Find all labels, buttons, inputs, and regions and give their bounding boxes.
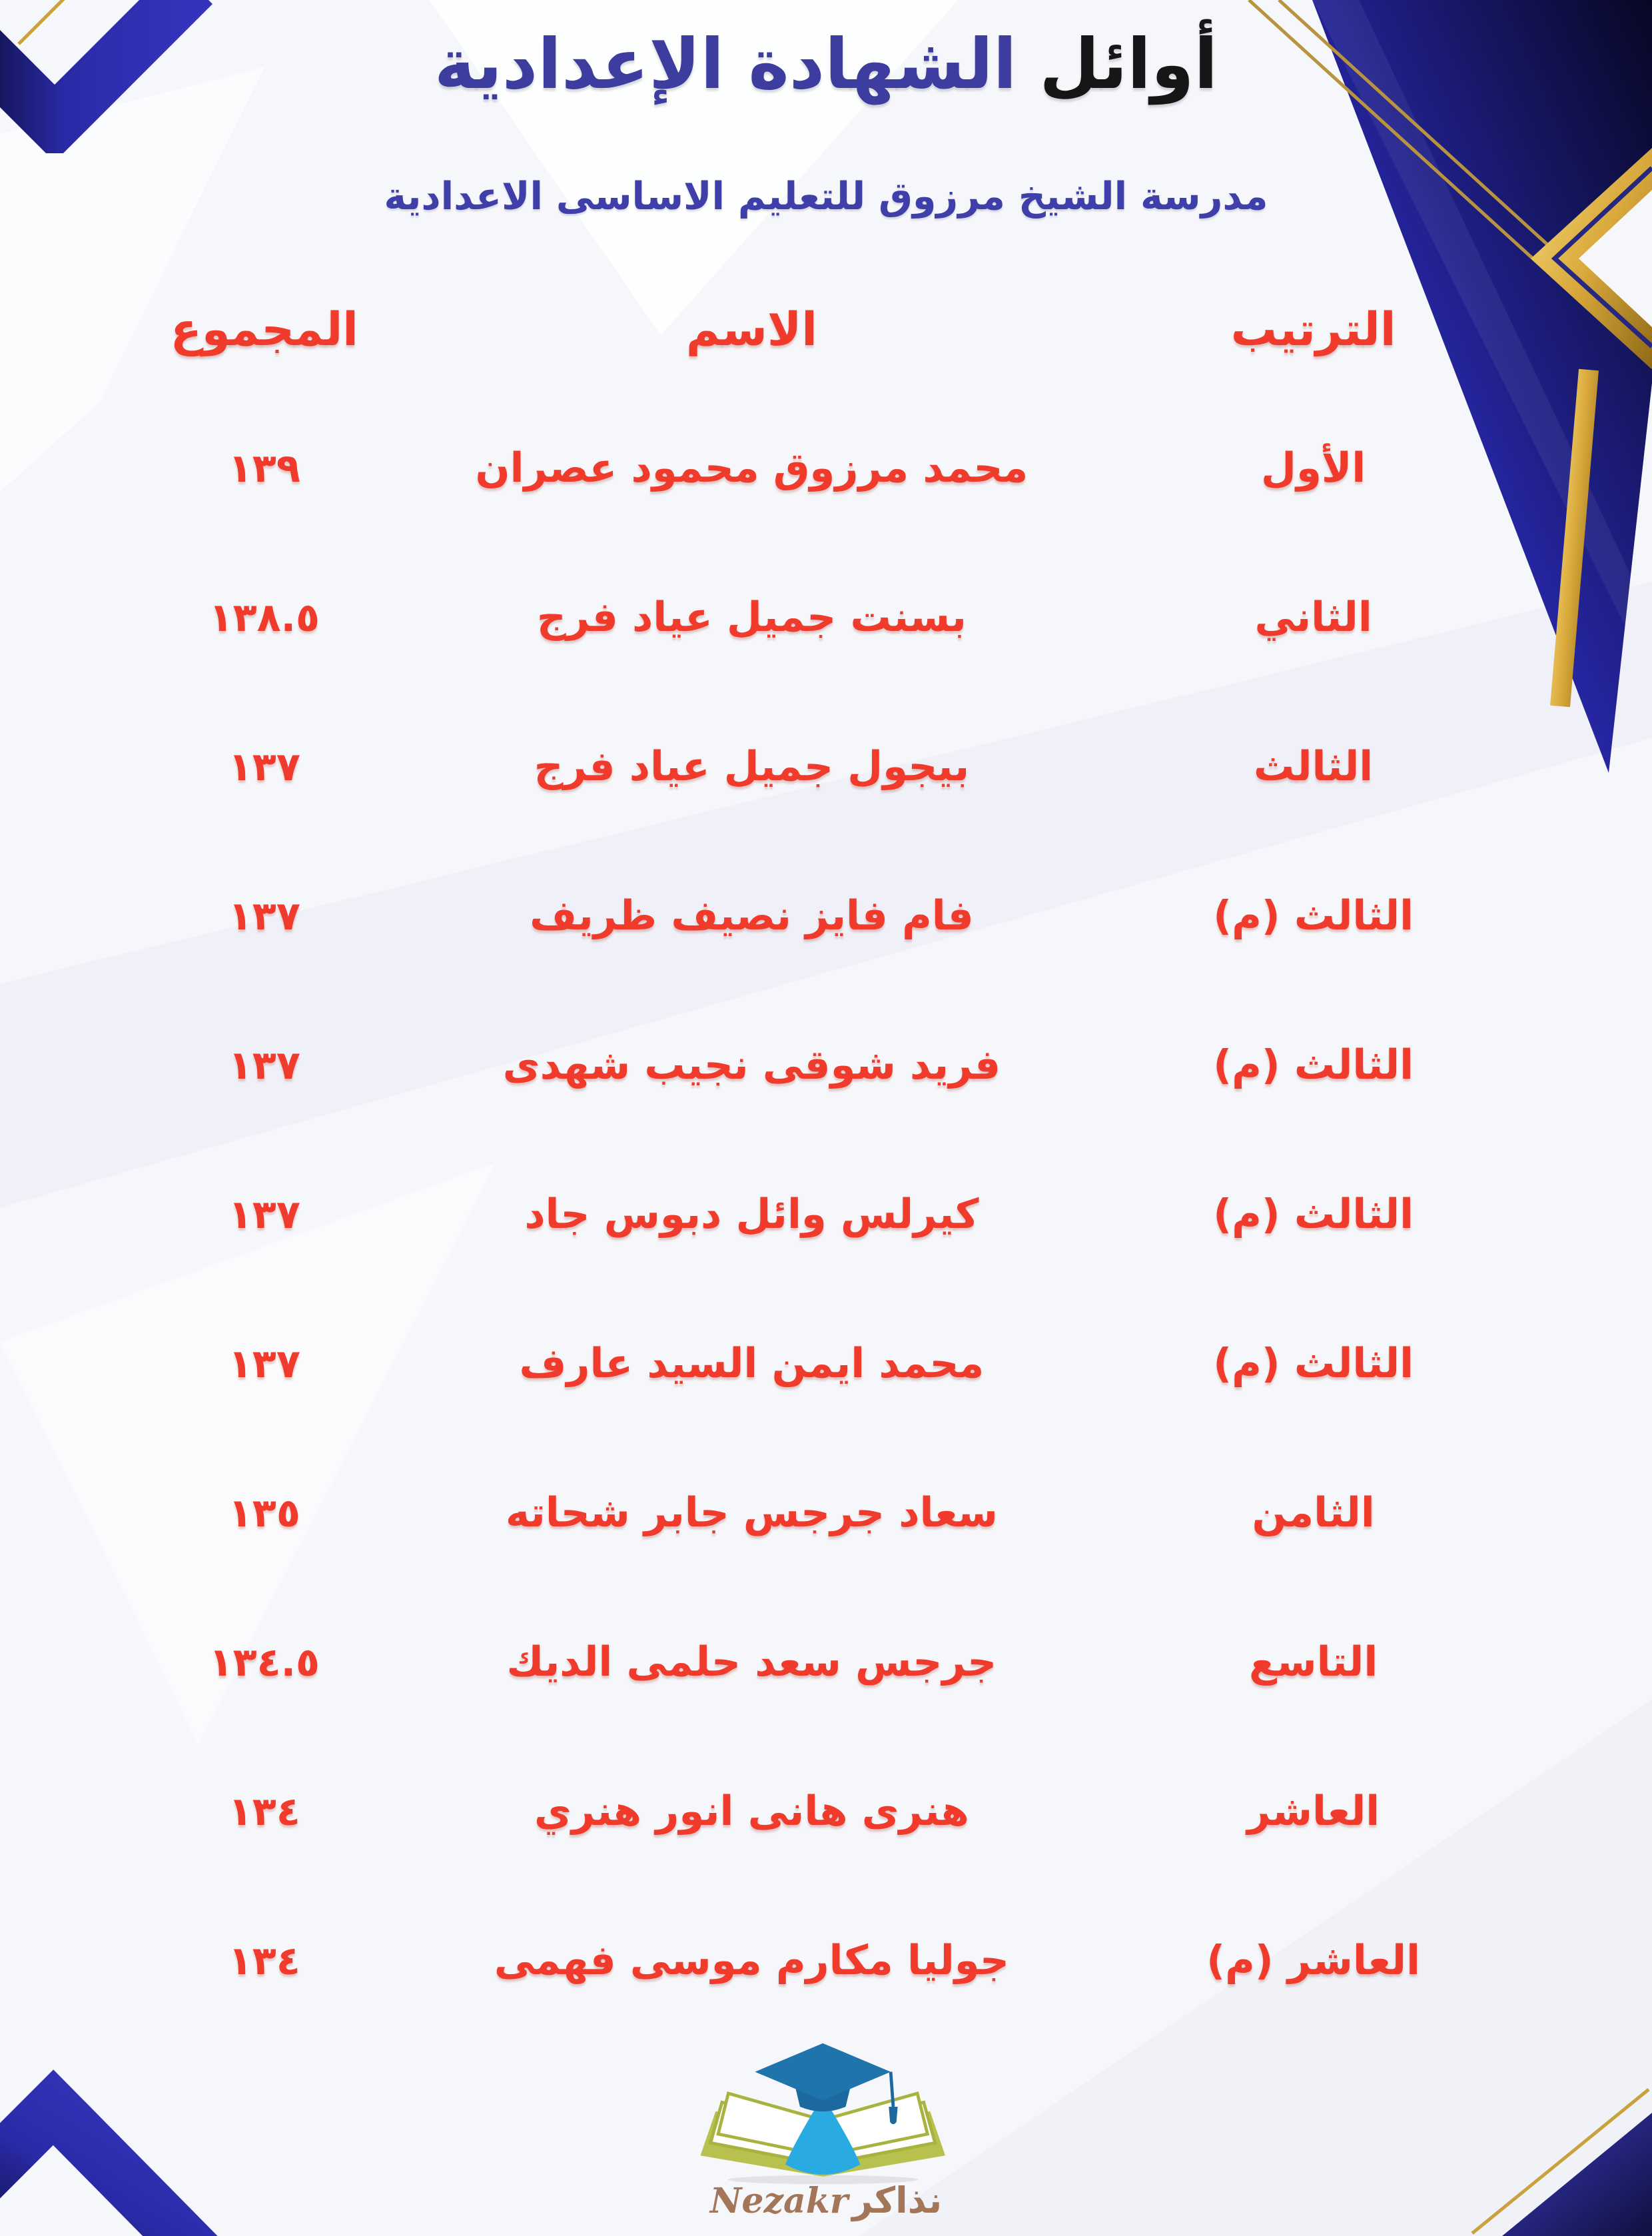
title-certificate: الشهادة الإعدادية	[434, 23, 1017, 105]
name-cell: محمد ايمن السيد عارف	[519, 1339, 985, 1387]
title-word-top: أوائل	[1039, 23, 1218, 105]
total-cell: ١٣٧	[228, 892, 300, 939]
total-cell: ١٣٧	[228, 1041, 300, 1088]
table-row: الثالث (م) فريد شوقى نجيب شهدى ١٣٧	[0, 990, 1652, 1139]
total-cell: ١٣٧	[228, 1191, 300, 1237]
rank-cell: العاشر	[1247, 1787, 1380, 1835]
graduation-book-icon	[700, 2043, 946, 2185]
page-title: أوائل الشهادة الإعدادية	[0, 11, 1652, 118]
logo-wordmark: Nezakr نذاكر	[693, 2179, 959, 2221]
rank-cell: الثالث (م)	[1213, 1190, 1414, 1238]
table-row: العاشر هنرى هانى انور هنري ١٣٤	[0, 1736, 1652, 1886]
tassel	[889, 2106, 898, 2125]
nezakr-logo: Nezakr نذاكر	[693, 2040, 959, 2221]
table-header-row: الترتيب الاسم المجموع	[0, 267, 1652, 393]
total-cell: ١٣٥	[228, 1489, 300, 1536]
rank-cell: الثالث (م)	[1213, 891, 1414, 939]
corner-decoration-bottom-right	[1471, 2088, 1652, 2236]
student-body	[785, 2095, 861, 2175]
total-cell: ١٣٨.٥	[208, 594, 320, 640]
logo-latin-text: Nezakr	[709, 2181, 849, 2221]
rank-cell: الأول	[1261, 444, 1366, 492]
graduation-cap-icon	[755, 2043, 891, 2101]
logo-arabic-text: نذاكر	[852, 2179, 943, 2221]
table-row: الثالث (م) محمد ايمن السيد عارف ١٣٧	[0, 1289, 1652, 1438]
results-table: الترتيب الاسم المجموع الأول محمد مرزوق م…	[0, 267, 1652, 2035]
table-row: الثاني بسنت جميل عياد فرج ١٣٨.٥	[0, 542, 1652, 692]
header-name: الاسم	[685, 303, 817, 356]
table-row: الثالث (م) كيرلس وائل دبوس جاد ١٣٧	[0, 1139, 1652, 1289]
gold-accent-line	[1471, 2088, 1650, 2235]
table-row: العاشر (م) جوليا مكارم موسى فهمى ١٣٤	[0, 1886, 1652, 2035]
rank-cell: الثاني	[1254, 593, 1372, 641]
table-row: التاسع جرجس سعد حلمى الديك ١٣٤.٥	[0, 1587, 1652, 1736]
name-cell: بيجول جميل عياد فرج	[534, 742, 970, 790]
rank-cell: الثالث (م)	[1213, 1041, 1414, 1089]
rank-cell: الثامن	[1252, 1488, 1375, 1536]
name-cell: هنرى هانى انور هنري	[534, 1787, 969, 1835]
name-cell: جوليا مكارم موسى فهمى	[494, 1936, 1009, 1984]
table-row: الثالث (م) فام فايز نصيف ظريف ١٣٧	[0, 841, 1652, 990]
header-total: المجموع	[170, 303, 358, 356]
rank-cell: التاسع	[1248, 1638, 1378, 1686]
rank-cell: الثالث	[1254, 742, 1374, 790]
school-name: مدرسة الشيخ مرزوق للتعليم الاساسى الاعدا…	[384, 175, 1268, 219]
total-cell: ١٣٤.٥	[208, 1638, 320, 1685]
table-row: الثامن سعاد جرجس جابر شحاته ١٣٥	[0, 1438, 1652, 1587]
total-cell: ١٣٧	[228, 1340, 300, 1387]
name-cell: سعاد جرجس جابر شحاته	[505, 1488, 998, 1536]
rank-cell: الثالث (م)	[1213, 1339, 1414, 1387]
blue-corner-shape	[1502, 2113, 1652, 2236]
name-cell: فريد شوقى نجيب شهدى	[502, 1041, 1001, 1089]
total-cell: ١٣٩	[228, 444, 300, 491]
header-rank: الترتيب	[1230, 303, 1396, 356]
rank-cell: العاشر (م)	[1206, 1936, 1420, 1984]
blue-chevron-shape	[0, 2069, 218, 2236]
name-cell: بسنت جميل عياد فرج	[536, 593, 967, 641]
name-cell: فام فايز نصيف ظريف	[530, 891, 974, 939]
name-cell: محمد مرزوق محمود عصران	[475, 444, 1029, 492]
total-cell: ١٣٧	[228, 743, 300, 790]
total-cell: ١٣٤	[228, 1788, 300, 1834]
tassel-cord	[889, 2071, 895, 2107]
logo-shadow	[727, 2175, 919, 2185]
name-cell: كيرلس وائل دبوس جاد	[524, 1190, 979, 1238]
table-row: الأول محمد مرزوق محمود عصران ١٣٩	[0, 393, 1652, 542]
total-cell: ١٣٤	[228, 1937, 300, 1983]
name-cell: جرجس سعد حلمى الديك	[506, 1638, 997, 1686]
corner-decoration-bottom-left	[0, 2069, 218, 2236]
table-row: الثالث بيجول جميل عياد فرج ١٣٧	[0, 692, 1652, 841]
